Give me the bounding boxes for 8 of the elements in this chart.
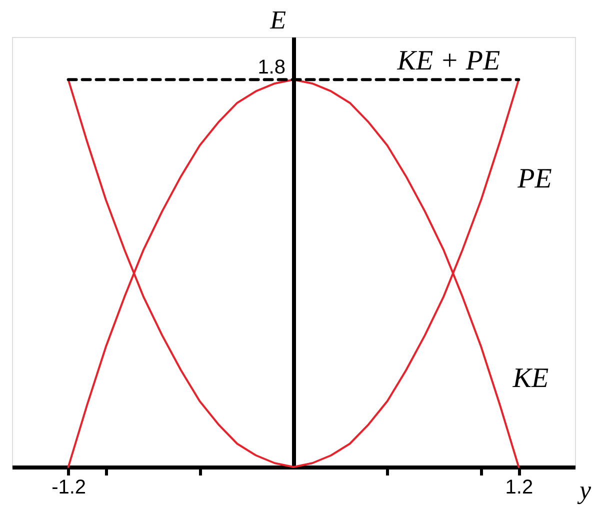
series-label: KE + PE: [396, 46, 500, 77]
x-tick-label: -1.2: [52, 476, 86, 498]
text: 1.8: [258, 56, 286, 79]
y-axis-title: E: [269, 6, 286, 34]
x-axis-title: y: [576, 476, 592, 504]
series-label: KE: [512, 363, 549, 394]
x-tick-label: 1.2: [505, 476, 534, 498]
series-label: PE: [516, 164, 552, 195]
